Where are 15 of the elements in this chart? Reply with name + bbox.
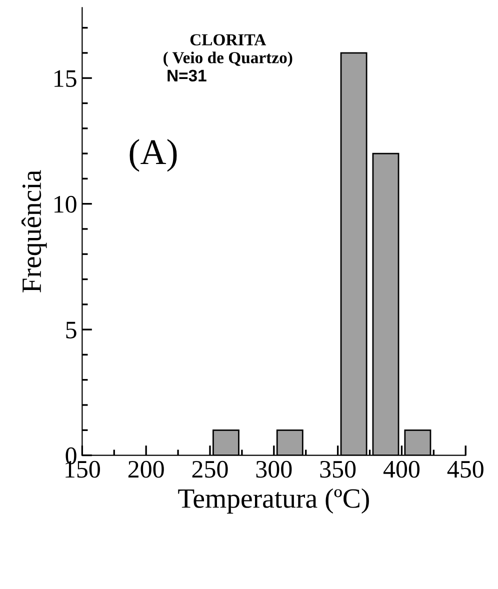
x-tick-label: 350	[320, 460, 356, 478]
annotation: N=31	[168, 70, 206, 82]
x-tick-label: 200	[128, 460, 164, 478]
y-tick-label: 5	[66, 322, 76, 338]
y-axis-title: Frequência	[22, 170, 47, 292]
x-tick-label: 450	[447, 460, 484, 478]
x-tick-label: 250	[192, 460, 228, 478]
y-tick-label: 15	[54, 70, 76, 87]
x-tick-label: 300	[256, 460, 292, 478]
annotation: ( Veio de Quartzo)	[164, 52, 292, 67]
annotation: CLORITA	[190, 34, 266, 46]
annotation: (A)	[130, 139, 177, 172]
y-tick-label: 10	[54, 196, 76, 213]
x-tick-label: 400	[383, 460, 420, 478]
x-axis-title: Temperatura (ºC)	[178, 488, 369, 514]
